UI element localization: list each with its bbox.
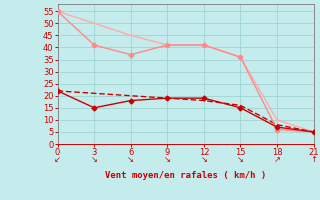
Text: ↘: ↘ (200, 155, 207, 164)
Text: ↘: ↘ (237, 155, 244, 164)
Text: ↑: ↑ (310, 155, 317, 164)
Text: ↙: ↙ (54, 155, 61, 164)
Text: ↗: ↗ (274, 155, 281, 164)
X-axis label: Vent moyen/en rafales ( km/h ): Vent moyen/en rafales ( km/h ) (105, 171, 266, 180)
Text: ↘: ↘ (164, 155, 171, 164)
Text: ↘: ↘ (127, 155, 134, 164)
Text: ↘: ↘ (91, 155, 98, 164)
